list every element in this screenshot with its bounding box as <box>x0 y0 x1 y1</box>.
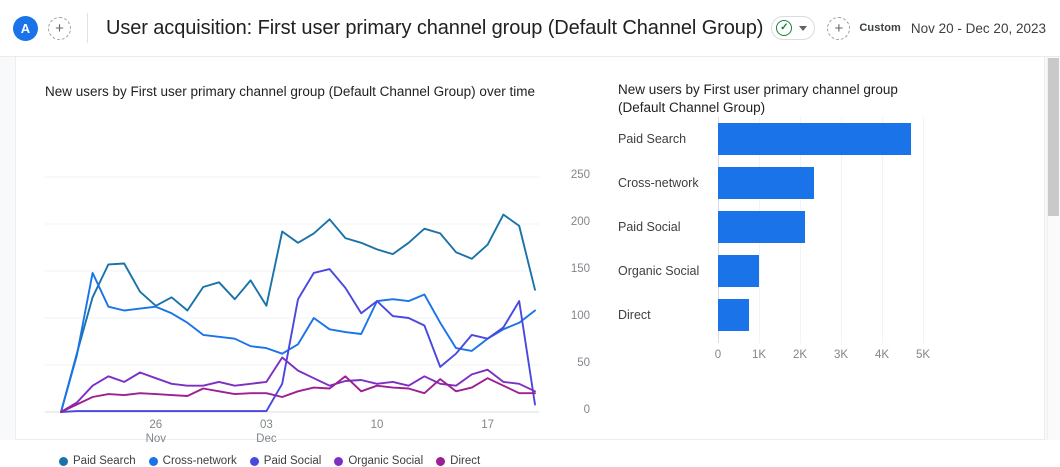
x-axis-tick-label: 10 <box>370 419 384 431</box>
line-series <box>60 213 536 413</box>
bar-x-axis-tick-label: 4K <box>874 349 890 361</box>
x-axis-tick-label: 03 Dec <box>256 419 277 445</box>
line-series <box>60 271 536 413</box>
date-preset-label: Custom <box>859 22 901 34</box>
avatar[interactable]: A <box>13 15 38 41</box>
legend-item[interactable]: Organic Social <box>334 455 423 467</box>
check-circle-icon: ✓ <box>776 20 793 36</box>
bar-chart-row[interactable]: Organic Social <box>618 249 958 293</box>
legend-item-label: Organic Social <box>348 455 424 467</box>
chevron-down-icon[interactable] <box>799 25 808 31</box>
page-title: User acquisition: First user primary cha… <box>106 16 764 39</box>
line-series <box>60 268 536 413</box>
legend-item[interactable]: Direct <box>436 455 480 467</box>
report-body: New users by First user primary channel … <box>0 57 1060 467</box>
bar-track <box>718 249 923 293</box>
line-chart-title: New users by First user primary channel … <box>45 84 535 99</box>
bar-gridline <box>923 117 924 343</box>
header-divider <box>87 13 88 43</box>
bar-chart-row[interactable]: Direct <box>618 293 958 337</box>
bar-track <box>718 117 923 161</box>
line-series <box>60 375 536 413</box>
bar-category-label: Direct <box>618 308 651 322</box>
bar-category-label: Paid Social <box>618 220 681 234</box>
bar-x-axis-tick-label: 0 <box>714 349 722 361</box>
bar-chart-row[interactable]: Cross-network <box>618 161 958 205</box>
y-axis-tick-label: 200 <box>570 216 590 228</box>
y-axis-tick-label: 50 <box>577 357 590 369</box>
legend-item-label: Direct <box>450 455 481 467</box>
bar-category-label: Cross-network <box>618 176 699 190</box>
report-card: New users by First user primary channel … <box>15 57 1045 467</box>
bar-x-axis-tick-label: 2K <box>792 349 808 361</box>
legend-color-dot <box>59 456 68 466</box>
x-axis-tick-label: 17 <box>481 419 494 431</box>
bar-gridline <box>841 117 842 343</box>
bar-chart-row[interactable]: Paid Search <box>618 117 958 161</box>
legend-item-label: Paid Search <box>73 455 136 467</box>
line-chart-canvas <box>45 176 539 413</box>
legend-color-dot <box>436 456 446 466</box>
bar-x-axis-tick-label: 3K <box>833 349 849 361</box>
bar-category-label: Organic Social <box>618 264 700 278</box>
bar-x-axis-tick-label: 1K <box>751 349 767 361</box>
legend-item[interactable]: Paid Social <box>249 455 322 467</box>
line-series <box>60 356 536 413</box>
legend-item-label: Cross-network <box>162 455 237 467</box>
legend-color-dot <box>249 456 259 466</box>
legend-color-dot <box>148 456 158 466</box>
add-comparison-plus-icon[interactable]: + <box>827 16 851 40</box>
bar-fill[interactable] <box>718 299 749 331</box>
x-axis-tick-label: 26 Nov <box>145 419 167 445</box>
vertical-scrollbar[interactable] <box>1047 57 1060 440</box>
app-header: A + User acquisition: First user primary… <box>0 0 1060 57</box>
y-axis-tick-label: 100 <box>570 310 590 322</box>
line-chart[interactable]: 0 50 100 150 200 250 26 Nov 03 Dec 10 17 <box>45 103 590 445</box>
bar-track <box>718 293 923 337</box>
legend-item[interactable]: Paid Search <box>59 455 136 467</box>
line-chart-legend[interactable]: Paid Search Cross-network Paid Social Organ… <box>59 455 480 467</box>
y-axis-tick-label: 0 <box>583 404 590 416</box>
header-right-group: Custom Nov 20 - Dec 20, 2023 <box>859 21 1046 36</box>
bar-category-label: Paid Search <box>618 132 687 146</box>
date-range-selector[interactable]: Nov 20 - Dec 20, 2023 <box>910 20 1046 36</box>
plus-icon[interactable]: + <box>48 16 71 40</box>
bar-fill[interactable] <box>718 211 805 243</box>
bar-chart[interactable]: Paid Search Cross-network Paid Social Organ… <box>618 117 958 447</box>
legend-item-label: Paid Social <box>263 455 322 467</box>
bar-track <box>718 205 923 249</box>
status-badge[interactable]: ✓ <box>771 16 816 40</box>
bar-x-axis-tick-label: 5K <box>915 349 931 361</box>
bar-fill[interactable] <box>718 255 759 287</box>
legend-item[interactable]: Cross-network <box>148 455 237 467</box>
bar-track <box>718 161 923 205</box>
bar-fill[interactable] <box>718 167 815 199</box>
bar-gridline <box>882 117 883 343</box>
bar-chart-row[interactable]: Paid Social <box>618 205 958 249</box>
y-axis-tick-label: 150 <box>570 263 590 275</box>
bar-fill[interactable] <box>718 123 911 155</box>
y-axis-tick-label: 250 <box>570 169 590 181</box>
bar-chart-title: New users by First user primary channel … <box>618 82 898 115</box>
legend-color-dot <box>334 456 344 466</box>
scrollbar-thumb[interactable] <box>1048 58 1059 216</box>
